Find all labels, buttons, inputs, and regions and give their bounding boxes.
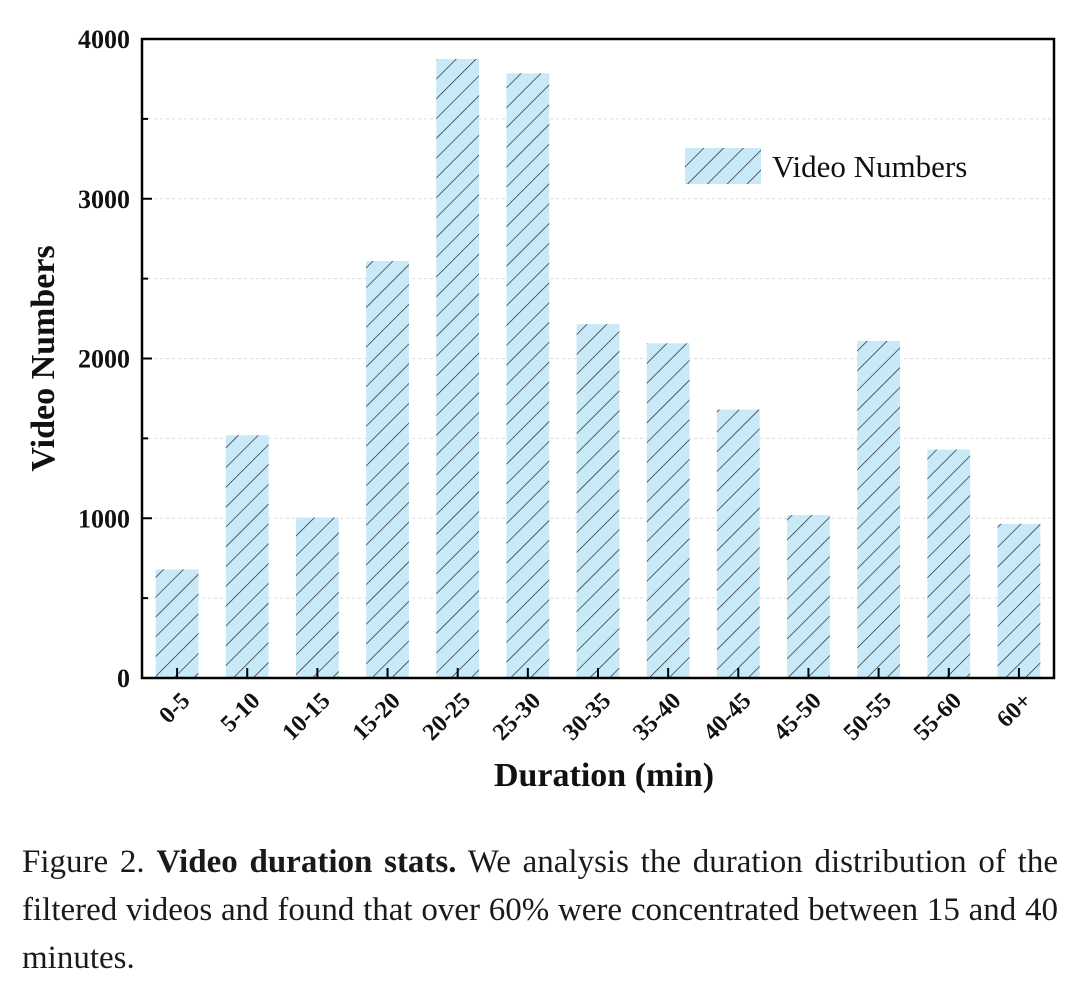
bar-30-35 — [576, 324, 620, 678]
x-tick-label: 10-15 — [278, 688, 336, 746]
bar-55-60 — [927, 449, 971, 678]
y-axis: 0 1000 2000 3000 4000 — [78, 25, 152, 693]
bar-chart: 0 1000 2000 3000 4000 0-5 5-10 10-15 15-20 20-25… — [25, 25, 1056, 794]
legend-swatch — [685, 148, 761, 184]
bar-15-20 — [366, 261, 409, 678]
x-tick-label: 30-35 — [558, 688, 616, 746]
bars — [155, 58, 1041, 678]
y-tick-label: 2000 — [78, 345, 130, 374]
bar-45-50 — [787, 515, 830, 678]
x-tick-label: 0-5 — [154, 688, 195, 729]
x-tick-label: 5-10 — [216, 688, 265, 737]
y-tick-label: 0 — [117, 664, 130, 693]
x-tick-label: 40-45 — [699, 688, 757, 746]
bar-5-10 — [225, 435, 269, 678]
x-tick-label: 25-30 — [488, 688, 546, 746]
bar-20-25 — [436, 58, 480, 678]
x-axis-label: Duration (min) — [494, 757, 714, 794]
legend-label: Video Numbers — [772, 149, 967, 184]
x-tick-label: 55-60 — [909, 688, 967, 746]
x-tick-label: 50-55 — [839, 688, 897, 746]
x-tick-label: 35-40 — [628, 688, 686, 746]
figure-caption: Figure 2. Video duration stats. We analy… — [22, 838, 1058, 982]
legend: Video Numbers — [685, 148, 967, 184]
x-axis: 0-5 5-10 10-15 15-20 20-25 25-30 30-35 35-40 40-… — [154, 668, 1037, 746]
bar-25-30 — [506, 73, 550, 678]
y-tick-label: 4000 — [78, 25, 130, 54]
bar-40-45 — [716, 409, 760, 678]
caption-text: We analysis the duration distribution of… — [22, 844, 1058, 976]
caption-title: Video duration stats. — [156, 844, 457, 880]
bar-10-15 — [295, 517, 339, 678]
bar-0-5 — [155, 569, 199, 678]
y-axis-label: Video Numbers — [25, 245, 62, 471]
x-tick-label: 15-20 — [348, 688, 406, 746]
x-tick-label: 60+ — [992, 688, 1037, 733]
x-tick-label: 20-25 — [418, 688, 476, 746]
x-tick-label: 45-50 — [769, 688, 827, 746]
bar-35-40 — [646, 343, 690, 678]
bar-60+ — [997, 523, 1041, 678]
caption-label: Figure 2. — [22, 844, 145, 880]
bar-50-55 — [857, 340, 901, 678]
y-tick-label: 1000 — [78, 504, 130, 533]
y-tick-label: 3000 — [78, 185, 130, 214]
